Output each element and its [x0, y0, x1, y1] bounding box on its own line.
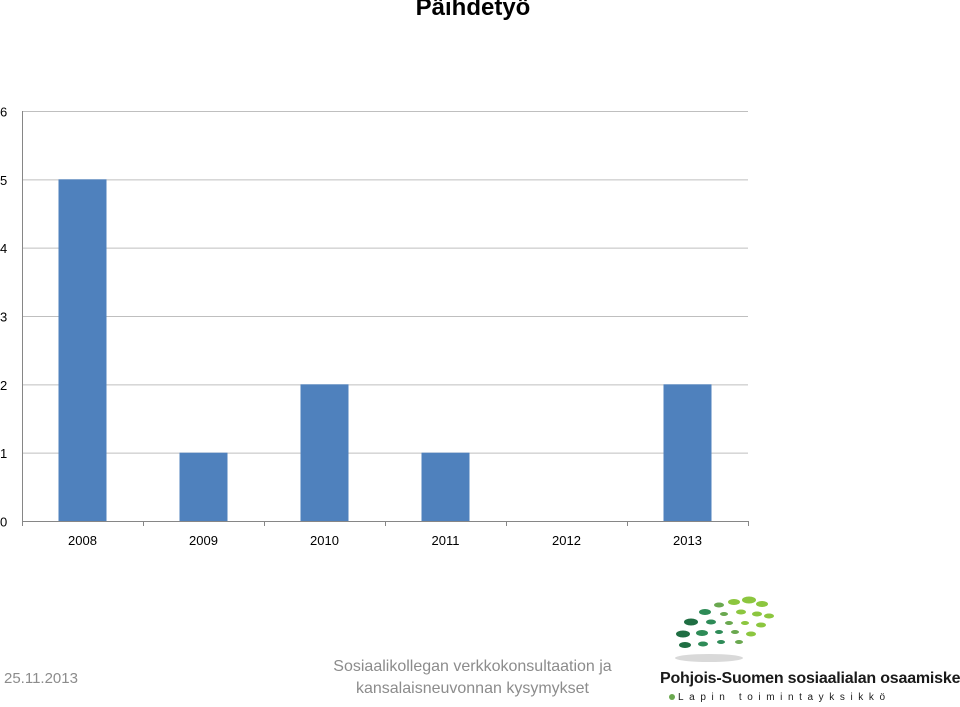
footer-caption-line1: Sosiaalikollegan verkkokonsultaation ja: [333, 658, 612, 675]
footer-date: 25.11.2013: [4, 670, 78, 687]
x-tick-label: 2009: [189, 533, 218, 548]
bar-2010: [300, 384, 349, 521]
y-tick-label: 3: [0, 310, 7, 325]
y-tick-labels: 0 1 2 3 4 5 6: [0, 105, 7, 530]
y-tick-label: 5: [0, 173, 7, 188]
x-tick-label: 2012: [552, 533, 581, 548]
y-tick-label: 0: [0, 515, 7, 530]
logo-unit-label: Lapin toimintayksikkö: [678, 692, 891, 703]
footer-caption-line2: kansalaisneuvonnan kysymykset: [355, 680, 589, 697]
bar-2013: [663, 384, 712, 521]
y-tick-label: 2: [0, 378, 7, 393]
bar-2011: [421, 452, 470, 521]
logo-unit-bullet-icon: [669, 694, 675, 701]
bar-2008: [58, 179, 107, 522]
axes: [22, 111, 749, 526]
x-tick-label: 2010: [310, 533, 339, 548]
bar-chart: 0 1 2 3 4 5 6 2008 2009 2010 2011 2012 2013: [0, 105, 749, 548]
gridlines: [22, 111, 748, 454]
x-tick-labels: 2008 2009 2010 2011 2012 2013: [68, 533, 702, 548]
dots-emblem-icon: [675, 596, 774, 662]
footer-caption: Sosiaalikollegan verkkokonsultaation ja …: [300, 656, 645, 700]
organization-logo: Pohjois-Suomen sosiaalialan osaamiskesku…: [655, 588, 960, 707]
y-tick-label: 4: [0, 241, 7, 256]
x-tick-label: 2008: [68, 533, 97, 548]
bar-2009: [179, 452, 228, 521]
logo-organization-name: Pohjois-Suomen sosiaalialan osaamiskesku…: [660, 670, 960, 687]
y-tick-label: 6: [0, 105, 7, 120]
logo-unit-name: Lapin toimintayksikkö: [669, 692, 891, 703]
y-tick-label: 1: [0, 446, 7, 461]
x-tick-label: 2011: [432, 533, 460, 548]
slide-title: Päihdetyö: [415, 0, 531, 21]
x-tick-label: 2013: [673, 533, 702, 548]
bars: [58, 179, 712, 522]
